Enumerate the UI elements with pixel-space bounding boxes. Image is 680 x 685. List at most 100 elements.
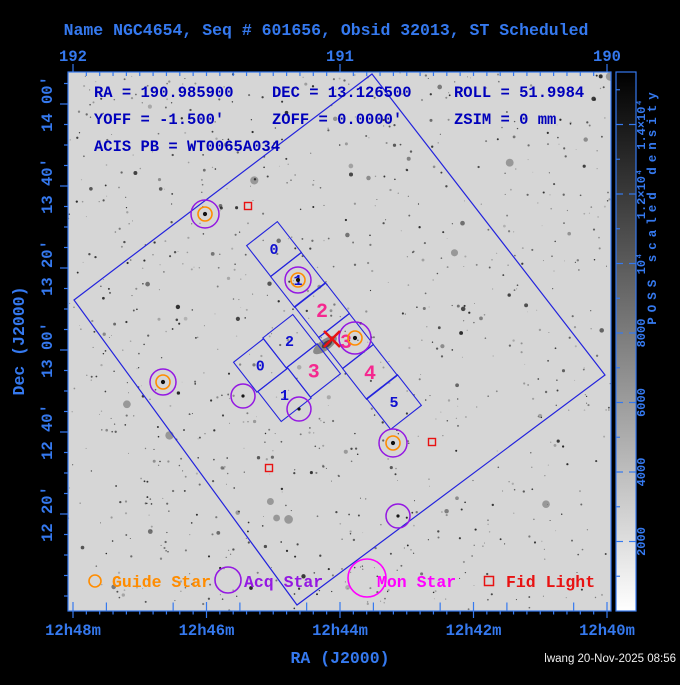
background-star (220, 466, 224, 470)
background-star (429, 118, 433, 122)
background-star (202, 168, 206, 172)
background-star (606, 200, 609, 202)
background-star (252, 419, 257, 424)
background-star (408, 346, 411, 349)
background-star (301, 237, 304, 240)
background-star (267, 281, 272, 286)
background-star (385, 141, 388, 145)
background-star (117, 571, 121, 574)
background-star (513, 512, 515, 514)
background-star (374, 546, 377, 550)
background-star (327, 237, 330, 240)
background-star (268, 335, 271, 338)
background-star (474, 528, 477, 531)
background-star (512, 135, 516, 139)
background-star (401, 93, 403, 95)
background-star (521, 247, 524, 250)
background-star (326, 395, 331, 400)
background-star (182, 263, 184, 265)
background-star (226, 457, 228, 459)
background-star (554, 347, 557, 350)
background-star (198, 483, 201, 486)
star-dot (241, 394, 245, 398)
background-star (373, 567, 375, 569)
background-star (189, 108, 192, 112)
background-star (216, 531, 221, 535)
guide-star-marker (197, 206, 213, 222)
background-star (221, 598, 224, 600)
background-star (222, 139, 224, 141)
background-star (201, 191, 203, 193)
background-star (339, 522, 342, 525)
background-star (563, 147, 566, 150)
acq-star-marker (230, 383, 256, 409)
background-star (568, 409, 570, 411)
background-star (229, 553, 232, 555)
background-star (345, 585, 350, 590)
info-text: ACIS PB = WT0065A034 (94, 138, 280, 156)
background-star (301, 574, 306, 579)
background-star (469, 77, 472, 79)
background-star (389, 188, 392, 192)
background-star (407, 442, 410, 445)
background-star (579, 194, 582, 197)
background-star (487, 598, 489, 601)
background-star (285, 157, 288, 160)
background-star (435, 347, 439, 350)
background-star (235, 316, 240, 321)
background-star (537, 202, 539, 204)
background-star (374, 175, 377, 178)
background-star (359, 566, 361, 568)
background-star (436, 272, 439, 275)
background-star (549, 194, 551, 196)
background-star (308, 317, 310, 319)
background-galaxy (250, 176, 259, 185)
background-star (176, 391, 181, 395)
background-star (128, 452, 130, 454)
background-star (179, 580, 183, 583)
background-star (277, 300, 280, 303)
background-star (605, 265, 608, 267)
background-star (501, 126, 503, 129)
background-star (464, 501, 466, 504)
background-star (376, 575, 379, 578)
acis-s-chip-1 (269, 251, 327, 309)
background-star (323, 204, 325, 206)
background-star (563, 222, 565, 224)
background-star (253, 178, 257, 181)
background-star (401, 312, 404, 315)
background-star (420, 585, 422, 587)
background-star (175, 304, 181, 310)
background-star (440, 355, 444, 358)
background-star (118, 227, 121, 230)
background-star (247, 521, 250, 524)
background-star (546, 131, 549, 134)
background-star (437, 84, 443, 90)
x-bottom-tick-label: 12h46m (179, 622, 235, 640)
background-star (459, 331, 464, 335)
background-star (564, 155, 567, 158)
background-star (219, 210, 221, 212)
background-star (586, 529, 589, 531)
background-star (536, 309, 538, 311)
background-star (583, 137, 588, 142)
background-star (118, 596, 121, 599)
background-star (442, 435, 444, 437)
background-star (574, 345, 577, 348)
background-star (110, 516, 113, 519)
star-dot (160, 379, 166, 385)
background-star (420, 374, 422, 375)
legend-circle-large-icon (347, 558, 387, 598)
background-star (141, 267, 144, 270)
background-star (245, 537, 248, 540)
background-star (128, 223, 130, 225)
background-star (102, 352, 105, 355)
background-star (513, 231, 515, 233)
colorbar-gradient (616, 72, 636, 611)
background-star (495, 390, 498, 393)
background-star (421, 339, 423, 341)
background-star (338, 376, 340, 378)
background-star (107, 287, 110, 290)
background-star (527, 384, 529, 386)
background-star (243, 471, 245, 473)
